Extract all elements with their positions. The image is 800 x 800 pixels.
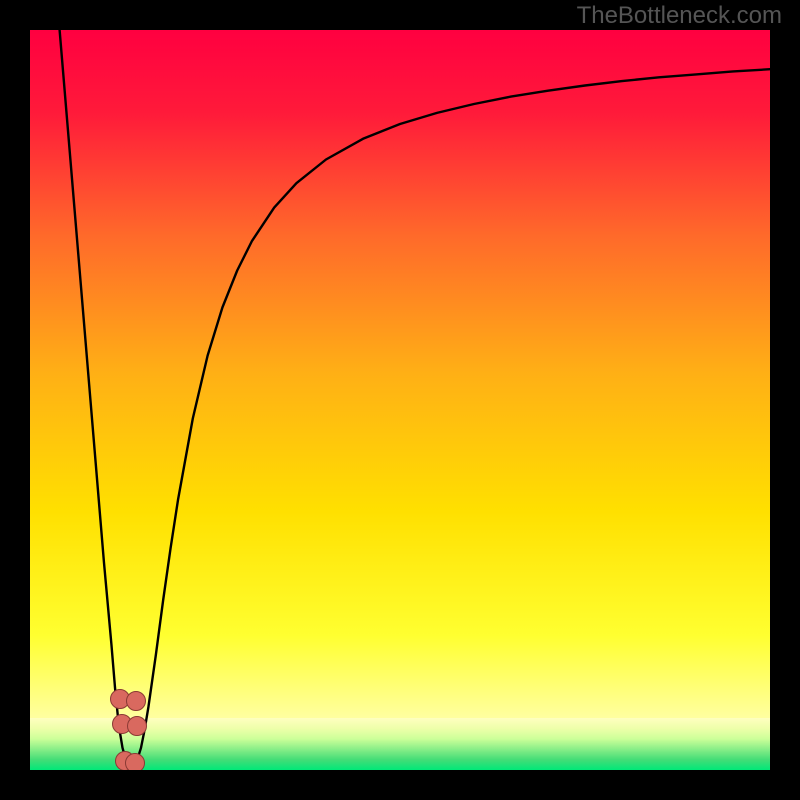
chart-container: { "canvas": { "width": 800, "height": 80…	[0, 0, 800, 800]
data-marker	[127, 716, 147, 736]
plot-area	[30, 30, 770, 770]
bottleneck-curve	[30, 30, 770, 770]
data-marker	[126, 691, 146, 711]
watermark-text: TheBottleneck.com	[577, 2, 782, 30]
data-marker	[125, 753, 145, 770]
